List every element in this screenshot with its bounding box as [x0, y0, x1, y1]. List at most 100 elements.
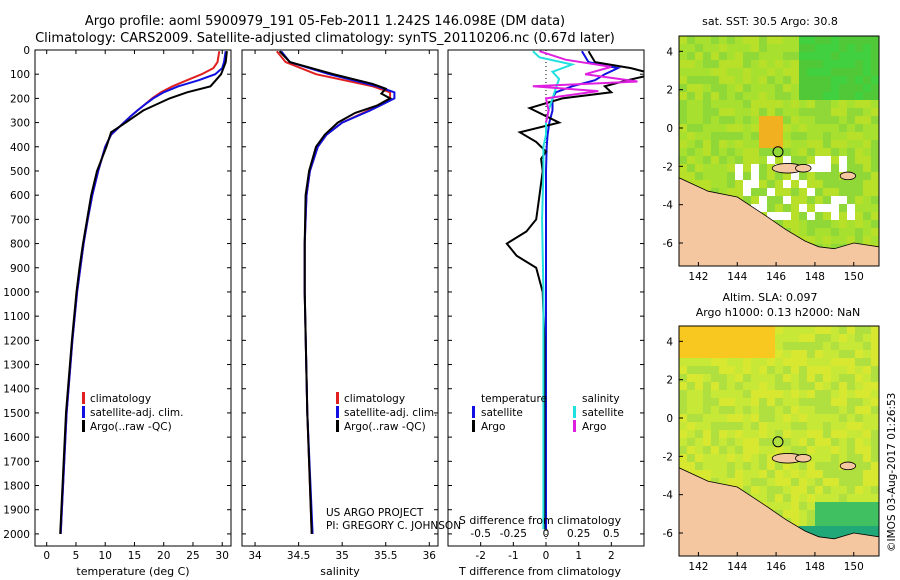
map-cell [711, 76, 720, 85]
map-cell [735, 366, 744, 375]
map-cell [791, 212, 800, 221]
map-cell [679, 116, 688, 125]
map-cell [799, 116, 808, 125]
map-cell [799, 390, 808, 399]
map-cell [799, 478, 808, 487]
island [839, 461, 857, 471]
map-cell [831, 204, 840, 213]
map-cell [767, 116, 776, 125]
map-cell [775, 156, 784, 165]
map-cell [727, 446, 736, 455]
map-cell [791, 92, 800, 101]
map-cell [855, 454, 864, 463]
map-cell [743, 414, 752, 423]
map-cell [855, 470, 864, 479]
map-cell [823, 140, 832, 149]
map-lon-label: 144 [727, 561, 747, 573]
map-cell [791, 116, 800, 125]
map-cell [751, 486, 760, 495]
map-cell [695, 76, 704, 85]
map-cell [679, 382, 688, 391]
map-cell [719, 478, 728, 487]
map-cell [783, 390, 792, 399]
map-cell [687, 422, 696, 431]
map-cell [831, 60, 840, 69]
map-cell [863, 36, 872, 45]
map-cell [799, 358, 808, 367]
legend-label: Argo(..raw -QC) [90, 421, 172, 433]
map-cell [871, 502, 879, 511]
map-cell [695, 140, 704, 149]
map-cell [871, 494, 879, 503]
map-cell [871, 398, 879, 407]
map-cell [847, 140, 856, 149]
map-cell [807, 350, 816, 359]
map-cell [759, 430, 768, 439]
map-cell [687, 100, 696, 109]
map-cell [855, 414, 864, 423]
map-cell [871, 156, 879, 165]
map-cell [727, 398, 736, 407]
map-cell [687, 164, 696, 173]
y-tick-label: 400 [10, 142, 30, 154]
legend-label: climatology [90, 393, 151, 405]
map-cell [735, 438, 744, 447]
map-cell [871, 100, 879, 109]
legend-swatch-climatology [82, 392, 85, 404]
map-cell [855, 342, 864, 351]
map-cell [831, 52, 840, 61]
map-cell [783, 478, 792, 487]
map-cell [767, 52, 776, 61]
map-cell [735, 100, 744, 109]
legend-label: satellite [582, 407, 624, 419]
difference-legend: temperature salinity satellite Argo sate… [472, 393, 624, 433]
map-cell [703, 84, 712, 93]
map-cell [775, 196, 784, 205]
map-cell [711, 382, 720, 391]
map-cell [783, 92, 792, 101]
map-cell [839, 494, 848, 503]
map-cell [775, 180, 784, 189]
map-cell [711, 342, 720, 351]
map-cell [735, 188, 744, 197]
map-cell [751, 326, 760, 335]
x-tick-label: 30 [216, 550, 229, 562]
map-cell [719, 446, 728, 455]
map-cell [735, 398, 744, 407]
map-cell [831, 502, 840, 511]
x-tick-label-salinity: -0.5 [470, 528, 491, 540]
map-cell [687, 52, 696, 61]
map-cell [759, 406, 768, 415]
map-cell [751, 44, 760, 53]
map-cell [743, 358, 752, 367]
map-cell [871, 108, 879, 117]
difference-xlabel-top: S difference from climatology [459, 514, 622, 527]
map-cell [839, 510, 848, 519]
map-cell [863, 454, 872, 463]
map-cell [839, 132, 848, 141]
map-cell [719, 100, 728, 109]
map-cell [815, 236, 824, 245]
map-lat-label: -4 [663, 490, 674, 502]
map-cell [831, 326, 840, 335]
map-cell [855, 196, 864, 205]
map-cell [823, 36, 832, 45]
map-cell [703, 76, 712, 85]
map-cell [719, 390, 728, 399]
map-cell [719, 36, 728, 45]
map-cell [863, 204, 872, 213]
map-cell [855, 188, 864, 197]
map-cell [727, 414, 736, 423]
map-cell [847, 164, 856, 173]
map-cell [791, 326, 800, 335]
map-cell [871, 188, 879, 197]
map-cell [719, 334, 728, 343]
map-cell [847, 44, 856, 53]
map-lon-label: 150 [844, 271, 864, 283]
map-cell [823, 390, 832, 399]
map-cell [711, 36, 720, 45]
map-cell [831, 188, 840, 197]
map-cell [823, 526, 832, 535]
map-cell [823, 494, 832, 503]
map-cell [711, 172, 720, 181]
